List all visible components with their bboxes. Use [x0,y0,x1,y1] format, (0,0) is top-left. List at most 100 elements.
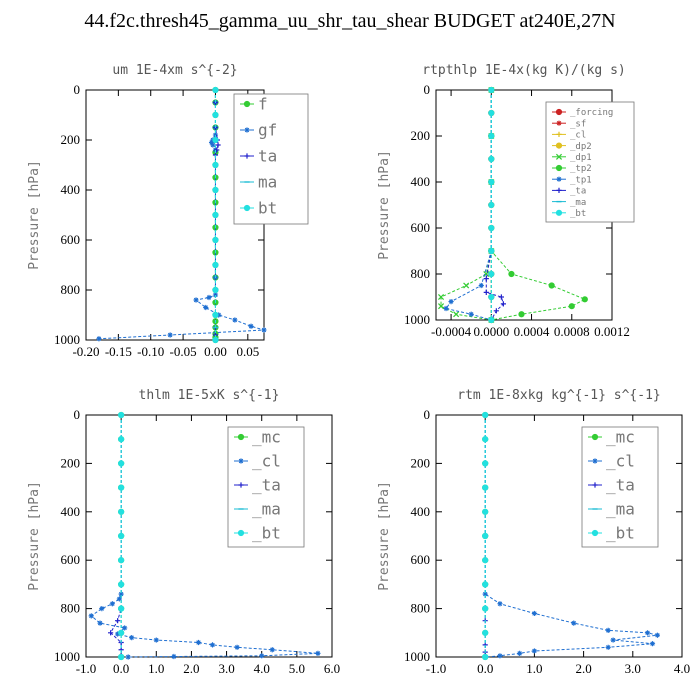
legend-label: _tp2 [570,164,592,174]
x-tick-label: 0.0004 [514,324,550,339]
data-point [483,276,489,282]
legend-item: _sf [552,119,586,129]
data-point [96,336,102,342]
x-tick-label: 0.05 [236,344,259,359]
data-point [261,327,267,333]
y-tick-label: 600 [411,552,431,567]
data-point [212,236,219,244]
legend-item: _tp2 [552,164,592,174]
legend-label: ta [258,147,277,166]
data-point [212,211,219,219]
data-point [488,293,495,301]
legend-marker [591,433,599,441]
data-point [129,635,135,641]
legend-marker [244,153,250,159]
legend-item: gf [240,121,277,140]
plot-frame [85,414,333,658]
data-point [610,637,616,643]
data-point [203,304,209,311]
legend-item: _ma [588,500,635,519]
x-tick-label: 0.0012 [594,324,630,339]
data-point [88,613,94,619]
data-point [482,591,488,597]
legend-marker [556,120,562,126]
legend-marker [243,100,251,108]
legend-item: _ma [552,198,586,208]
data-point [212,336,219,344]
data-point [488,270,495,278]
legend-item: _dp2 [552,142,592,152]
data-point [478,282,484,289]
legend-item: _mc [234,428,281,447]
data-point [118,532,125,540]
legend-item: _ta [234,476,281,495]
data-point [482,436,489,443]
legend-label: _sf [570,119,586,129]
series-bt [212,86,219,344]
data-point [118,605,125,612]
data-point [482,484,489,491]
legend-label: _ma [570,198,586,208]
legend-marker [237,529,245,537]
data-point [248,323,254,329]
data-point [125,654,131,660]
legend: _forcing_sf _cl_dp2_dp1_tp2_tp1 _ta_ma_bt [545,101,635,223]
data-point [193,297,199,303]
data-point [195,639,202,646]
data-point [518,311,525,318]
data-point [97,620,103,626]
y-tick-label: 600 [411,220,431,235]
data-point [497,601,503,607]
data-point [482,653,489,661]
x-tick-label: 1.0 [148,661,164,676]
data-point [548,282,555,289]
legend-item: _ma [234,500,281,519]
legend-item: _tp1 [552,175,592,185]
series-dp1 [438,86,495,324]
y-tick-label: 200 [61,132,81,147]
panel-title: rtm 1E-8xkg kg^{-1} s^{-1} [457,388,661,403]
legend-label: _ta [252,476,281,495]
x-tick-label: -0.10 [137,344,164,359]
data-point [216,312,222,318]
x-tick-label: -1.0 [76,661,97,676]
y-tick-label: 0 [74,407,81,422]
series-line [485,90,504,321]
series-line [490,90,587,321]
x-tick-label: 0.00 [204,344,227,359]
y-tick-label: 400 [411,504,431,519]
data-point [208,139,215,146]
x-tick-label: 0.0000 [473,324,509,339]
legend-label: _tp1 [570,175,592,185]
data-point [212,261,219,269]
legend-marker [591,529,599,537]
legend-label: _mc [252,428,281,447]
legend-marker [238,458,244,464]
legend-label: _cl [252,452,281,471]
x-tick-label: 0.0 [477,661,493,676]
legend-label: _ma [606,500,635,519]
y-tick-label: 600 [61,232,81,247]
y-tick-label: 600 [61,552,81,567]
legend-label: _bt [570,209,586,219]
data-point [482,581,489,588]
legend-label: f [258,95,268,114]
legend: _mc _cl _ta _ma _bt [227,426,305,548]
data-point [269,647,275,653]
data-point [206,294,212,301]
data-point [571,620,577,626]
data-point [482,557,489,564]
data-point [482,411,489,419]
legend-item: _cl [552,131,586,141]
x-tick-label: 0.0008 [554,324,590,339]
legend-item: _forcing [552,108,613,118]
chart-panel-rtpthlp: rtpthlp 1E-4x(kg K)/(kg s) Pressure [hPa]… [377,63,635,339]
y-tick-label: 1000 [54,649,80,664]
legend-marker [556,131,562,137]
data-point [315,650,321,656]
data-point [118,484,125,491]
series-line [445,90,492,321]
legend-label: _ta [606,476,635,495]
plot-frame [435,414,683,658]
data-point [483,289,489,295]
